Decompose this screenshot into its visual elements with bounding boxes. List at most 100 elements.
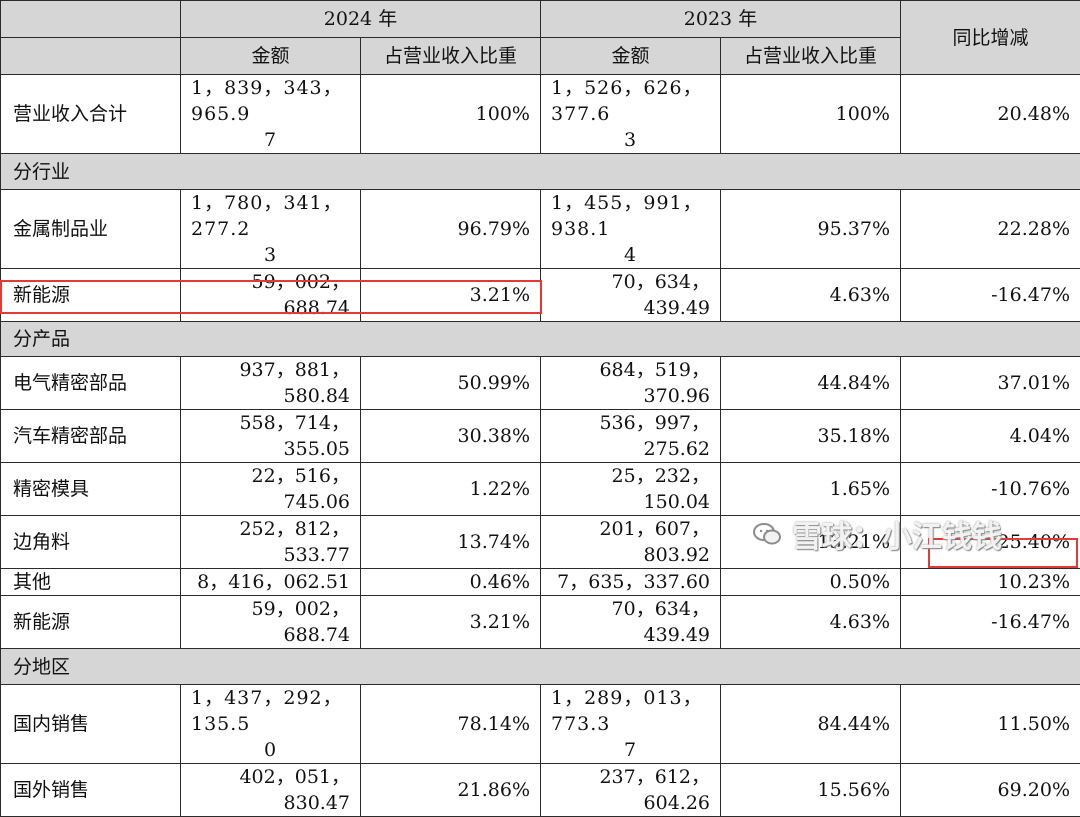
header-corner	[1, 1, 181, 38]
yoy: 4.04%	[901, 410, 1080, 463]
row-label: 汽车精密部品	[1, 410, 181, 463]
yoy: -16.47%	[901, 269, 1080, 322]
amount-2023-cell: 1，526，626，377.6 3	[541, 75, 721, 154]
amount-2024-line2: 7	[191, 127, 350, 153]
ratio-2023: 95.37%	[721, 190, 901, 269]
yoy: 10.23%	[901, 569, 1080, 596]
amount-2024: 22，516，745.06	[181, 463, 361, 516]
row-label: 电气精密部品	[1, 357, 181, 410]
table-row: 电气精密部品 937，881，580.84 50.99% 684，519，370…	[1, 357, 1080, 410]
amount-2024: 59，002，688.74	[181, 596, 361, 649]
amount-2024-line2: 3	[191, 242, 350, 268]
amount-2024: 937，881，580.84	[181, 357, 361, 410]
ratio-2024: 78.14%	[361, 685, 541, 764]
amount-2023: 684，519，370.96	[541, 357, 721, 410]
ratio-2023: 4.63%	[721, 269, 901, 322]
ratio-2023: 0.50%	[721, 569, 901, 596]
section-industry: 分行业	[1, 154, 1080, 190]
amount-2024-cell: 1，839，343，965.9 7	[181, 75, 361, 154]
amount-2023: 7，635，337.60	[541, 569, 721, 596]
table-row-metal: 金属制品业 1，780，341，277.2 3 96.79% 1，455，991…	[1, 190, 1080, 269]
ratio-2024: 3.21%	[361, 596, 541, 649]
amount-2023: 70，634，439.49	[541, 269, 721, 322]
table-row-total: 营业收入合计 1，839，343，965.9 7 100% 1，526，626，…	[1, 75, 1080, 154]
ratio-2023: 15.56%	[721, 764, 901, 817]
ratio-2024: 96.79%	[361, 190, 541, 269]
amount-2024-line1: 1，780，341，277.2	[191, 190, 350, 242]
ratio-2024: 21.86%	[361, 764, 541, 817]
yoy: -16.47%	[901, 596, 1080, 649]
ratio-2023: 44.84%	[721, 357, 901, 410]
row-label: 边角料	[1, 516, 181, 569]
header-ratio-2024: 占营业收入比重	[361, 38, 541, 75]
header-ratio-2023: 占营业收入比重	[721, 38, 901, 75]
yoy: 69.20%	[901, 764, 1080, 817]
amount-2023-line2: 7	[551, 737, 710, 763]
wechat-icon	[752, 522, 782, 546]
row-label: 国外销售	[1, 764, 181, 817]
table-row: 精密模具 22，516，745.06 1.22% 25，232，150.04 1…	[1, 463, 1080, 516]
yoy: -10.76%	[901, 463, 1080, 516]
amount-2024: 252，812，533.77	[181, 516, 361, 569]
amount-2023-cell: 1，289，013，773.3 7	[541, 685, 721, 764]
table-row-overseas: 国外销售 402，051，830.47 21.86% 237，612，604.2…	[1, 764, 1080, 817]
amount-2024-cell: 1，437，292，135.5 0	[181, 685, 361, 764]
watermark-text: 雪球：小江钱钱	[792, 512, 1002, 556]
amount-2023-line2: 4	[551, 242, 710, 268]
amount-2024-line1: 1，839，343，965.9	[191, 75, 350, 127]
amount-2024-line1: 1，437，292，135.5	[191, 685, 350, 737]
table-row: 新能源 59，002，688.74 3.21% 70，634，439.49 4.…	[1, 596, 1080, 649]
table-row-domestic: 国内销售 1，437，292，135.5 0 78.14% 1，289，013，…	[1, 685, 1080, 764]
header-yoy: 同比增减	[901, 1, 1080, 75]
yoy: 20.48%	[901, 75, 1080, 154]
header-amount-2023: 金额	[541, 38, 721, 75]
ratio-2024: 13.74%	[361, 516, 541, 569]
section-region: 分地区	[1, 649, 1080, 685]
ratio-2024: 50.99%	[361, 357, 541, 410]
ratio-2024: 30.38%	[361, 410, 541, 463]
ratio-2024: 3.21%	[361, 269, 541, 322]
yoy: 22.28%	[901, 190, 1080, 269]
header-year-2024: 2024 年	[181, 1, 541, 38]
ratio-2023: 84.44%	[721, 685, 901, 764]
amount-2023: 237，612，604.26	[541, 764, 721, 817]
yoy: 11.50%	[901, 685, 1080, 764]
amount-2024: 402，051，830.47	[181, 764, 361, 817]
table-row-new-energy-industry: 新能源 59，002，688.74 3.21% 70，634，439.49 4.…	[1, 269, 1080, 322]
watermark: 雪球：小江钱钱	[752, 512, 1080, 556]
amount-2023: 25，232，150.04	[541, 463, 721, 516]
amount-2024-cell: 1，780，341，277.2 3	[181, 190, 361, 269]
header-year-2023: 2023 年	[541, 1, 901, 38]
amount-2023: 70，634，439.49	[541, 596, 721, 649]
amount-2023-line1: 1，526，626，377.6	[551, 75, 710, 127]
table-row: 汽车精密部品 558，714，355.05 30.38% 536，997，275…	[1, 410, 1080, 463]
header-amount-2024: 金额	[181, 38, 361, 75]
row-label: 精密模具	[1, 463, 181, 516]
yoy: 37.01%	[901, 357, 1080, 410]
section-product: 分产品	[1, 322, 1080, 357]
row-label: 金属制品业	[1, 190, 181, 269]
amount-2024: 59，002，688.74	[181, 269, 361, 322]
row-label: 新能源	[1, 596, 181, 649]
row-label: 新能源	[1, 269, 181, 322]
row-label: 营业收入合计	[1, 75, 181, 154]
ratio-2024: 0.46%	[361, 569, 541, 596]
ratio-2024: 1.22%	[361, 463, 541, 516]
amount-2024-line2: 0	[191, 737, 350, 763]
row-label: 其他	[1, 569, 181, 596]
amount-2023-line2: 3	[551, 127, 710, 153]
ratio-2024: 100%	[361, 75, 541, 154]
amount-2023-line1: 1，289，013，773.3	[551, 685, 710, 737]
amount-2024: 8，416，062.51	[181, 569, 361, 596]
amount-2023: 536，997，275.62	[541, 410, 721, 463]
ratio-2023: 35.18%	[721, 410, 901, 463]
ratio-2023: 4.63%	[721, 596, 901, 649]
amount-2024: 558，714，355.05	[181, 410, 361, 463]
row-label: 国内销售	[1, 685, 181, 764]
amount-2023-cell: 1，455，991，938.1 4	[541, 190, 721, 269]
amount-2023: 201，607，803.92	[541, 516, 721, 569]
ratio-2023: 100%	[721, 75, 901, 154]
table-row: 其他 8，416，062.51 0.46% 7，635，337.60 0.50%…	[1, 569, 1080, 596]
header-corner-lower	[1, 38, 181, 75]
